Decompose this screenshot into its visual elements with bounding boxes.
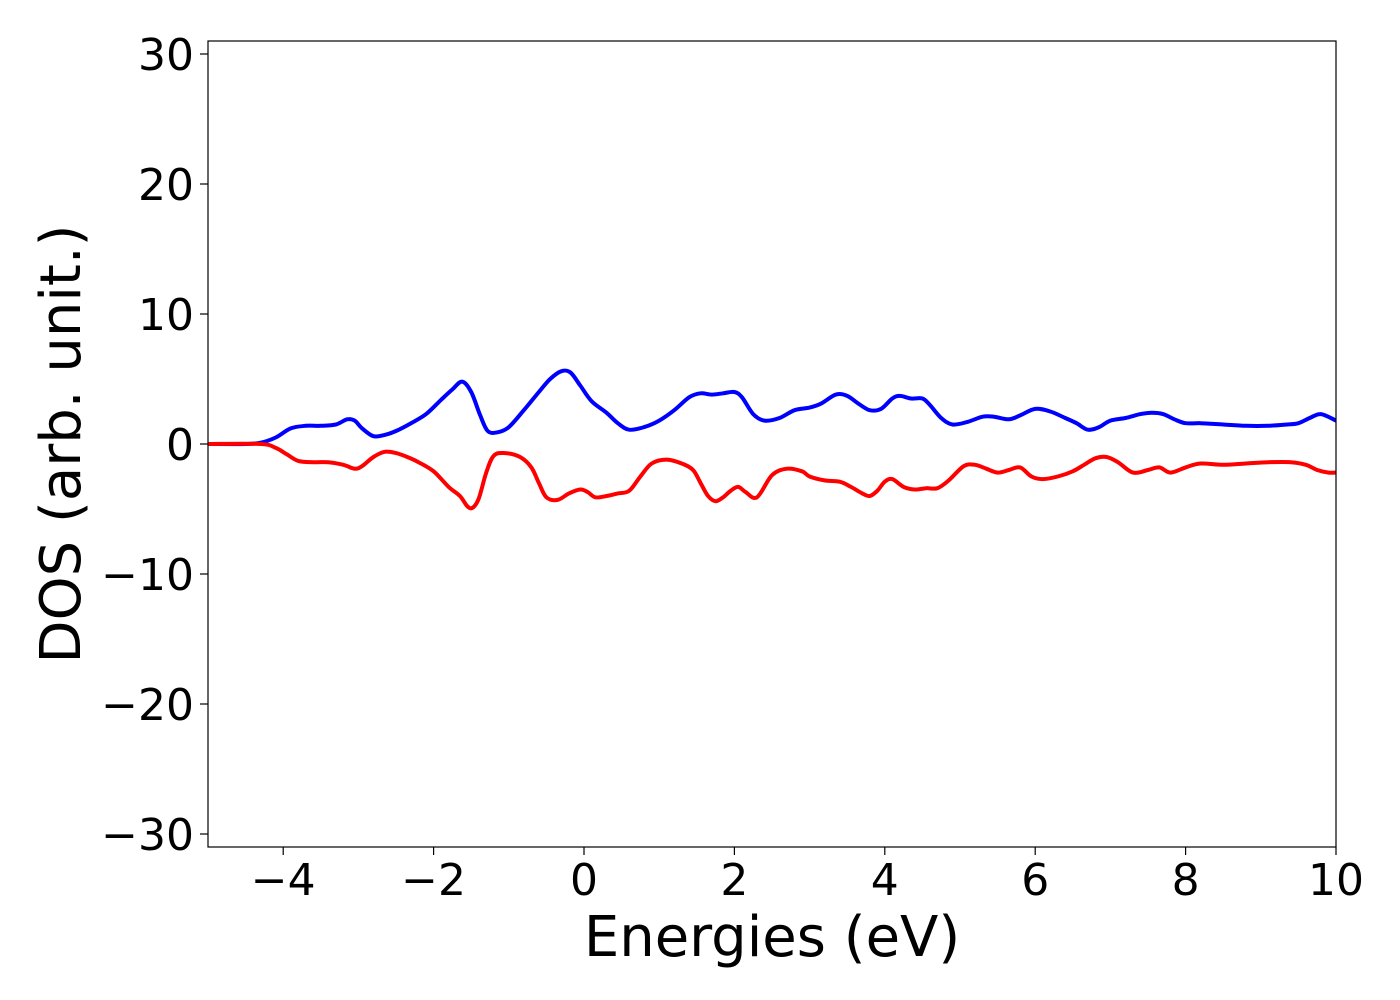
x-axis-label: Energies (eV) — [584, 905, 960, 970]
x-tick-label: 8 — [1172, 855, 1200, 906]
y-tick-label: −20 — [101, 680, 194, 731]
x-tick-label: 2 — [720, 855, 748, 906]
y-tick-label: 10 — [138, 290, 194, 341]
x-tick-label: 4 — [871, 855, 899, 906]
series-line-1 — [208, 368, 1336, 447]
x-tick-label: 10 — [1308, 855, 1364, 906]
x-tick-label: 0 — [570, 855, 598, 906]
y-tick-label: 0 — [166, 420, 194, 471]
y-axis-ticks: −30 −20 −10 0 10 20 30 — [101, 30, 208, 861]
series-layer — [208, 368, 1336, 511]
series-line-2 — [208, 441, 1336, 511]
y-tick-label: −10 — [101, 550, 194, 601]
x-tick-label: −2 — [401, 855, 466, 906]
y-axis-label: DOS (arb. unit.) — [29, 224, 94, 663]
x-tick-label: −4 — [251, 855, 316, 906]
plot-frame — [207, 40, 1337, 848]
x-tick-label: 6 — [1021, 855, 1049, 906]
y-tick-label: 30 — [138, 30, 194, 81]
x-axis-ticks: −4 −2 0 2 4 6 8 10 — [251, 847, 1364, 906]
y-tick-label: 20 — [138, 160, 194, 211]
y-tick-label: −30 — [101, 810, 194, 861]
